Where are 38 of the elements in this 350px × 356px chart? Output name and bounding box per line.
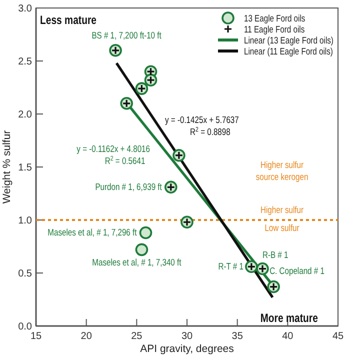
y-tick-label: 2.0: [18, 110, 32, 120]
annotation: Maseles et al, # 1, 7,296 ft: [48, 226, 138, 238]
y-axis-title: Weight % sulfur: [1, 130, 13, 204]
x-axis-title: API gravity, degrees: [140, 343, 234, 355]
y-tick-label: 0.0: [18, 322, 32, 332]
annotation: Less mature: [40, 14, 97, 28]
annotation: y = -0.1162x + 4.8016: [76, 143, 150, 154]
x-tick-label: 20: [80, 331, 92, 342]
y-tick-label: 1.0: [18, 216, 32, 226]
x-tick-label: 40: [282, 331, 294, 342]
y-tick-label: 1.5: [18, 162, 32, 174]
legend-label: Linear (11 Eagle Ford oils): [244, 46, 334, 57]
annotation: More mature: [260, 312, 318, 326]
legend-label: 13 Eagle Ford oils: [244, 12, 306, 24]
annotation: R$^{2}$ = 0.8898: [190, 126, 231, 138]
annotation: Purdon # 1, 6,939 ft: [95, 181, 162, 192]
annotation: Higher sulfur source kerogen: [256, 159, 308, 182]
x-tick-label: 25: [131, 331, 143, 342]
annotation: Higher sulfur: [260, 204, 304, 216]
y-tick-label: 0.5: [18, 268, 32, 280]
annotation: Low sulfur: [264, 222, 300, 234]
annotation: R-B # 1: [262, 248, 288, 260]
annotation: y = -0.1425x + 5.7637: [165, 114, 240, 126]
annotation: Maseles et al, # 1, 7,340 ft: [92, 256, 182, 268]
y-tick-label: 3.0: [18, 4, 32, 14]
annotation: R$^{2}$ = 0.5641: [104, 155, 146, 166]
x-tick-label: 35: [232, 331, 244, 342]
y-tick-label: 2.5: [18, 56, 32, 68]
x-tick-label: 45: [332, 331, 344, 342]
annotation: BS # 1, 7,200 ft-10 ft: [92, 30, 162, 41]
x-tick-label: 15: [30, 331, 42, 342]
annotation: R-T # 1: [218, 260, 244, 272]
legend-label: Linear (13 Eagle Ford oils): [244, 34, 334, 46]
annotation: C. Copeland # 1: [270, 264, 325, 276]
point: [135, 243, 148, 256]
x-tick-label: 30: [181, 331, 193, 342]
legend-label: 11 Eagle Ford oils: [244, 24, 305, 35]
point: [139, 226, 152, 240]
